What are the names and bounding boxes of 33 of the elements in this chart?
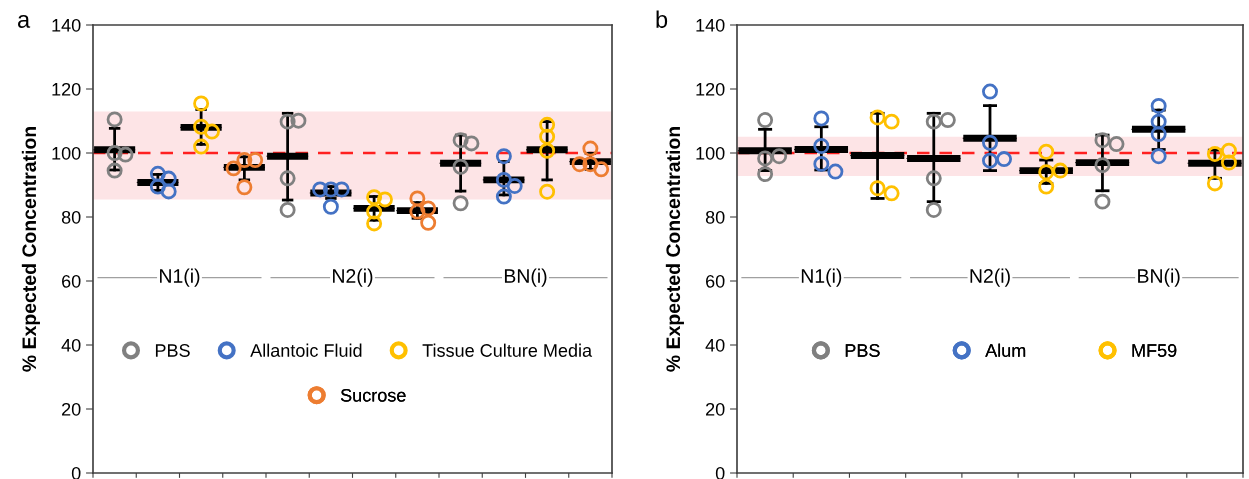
annotation: N1(i) [801, 268, 842, 287]
y-tick-label: 20 [706, 402, 725, 416]
legend-label: Allantoic Fluid [250, 343, 362, 357]
annotation: N2(i) [333, 268, 373, 287]
y-tick-label: 80 [705, 210, 725, 224]
chart-title: b [656, 10, 668, 28]
y-tick-label: 140 [696, 18, 725, 32]
legend-label: PBS [155, 344, 190, 357]
legend-label: MF59 [1132, 344, 1177, 357]
annotation: BN(i) [1138, 268, 1180, 287]
y-tick-label: 60 [62, 274, 81, 288]
chart-title: a [18, 14, 31, 28]
y-tick-label: 100 [696, 146, 725, 160]
y-tick-label: 20 [62, 402, 81, 416]
y-tick-label: 0 [715, 466, 725, 479]
annotation: N1(i) [160, 268, 200, 287]
y-axis-title: % Expected Concentration [21, 127, 40, 372]
y-tick-label: 60 [706, 274, 725, 288]
legend-label: PBS [845, 344, 880, 357]
annotation: BN(i) [504, 268, 547, 287]
legend-label: Tissue Culture Media [422, 343, 593, 357]
legend-label: Sucrose [340, 388, 406, 402]
y-tick-label: 40 [61, 338, 81, 352]
legend-label: Alum [985, 343, 1026, 357]
y-tick-label: 120 [696, 82, 725, 96]
y-tick-label: 100 [52, 146, 81, 160]
y-tick-label: 120 [52, 82, 81, 96]
annotation: N2(i) [970, 268, 1010, 287]
y-tick-label: 140 [52, 18, 81, 32]
y-axis-title: % Expected Concentration [665, 127, 684, 372]
y-tick-label: 40 [705, 338, 725, 352]
y-tick-label: 0 [71, 466, 81, 479]
y-tick-label: 80 [61, 210, 81, 224]
